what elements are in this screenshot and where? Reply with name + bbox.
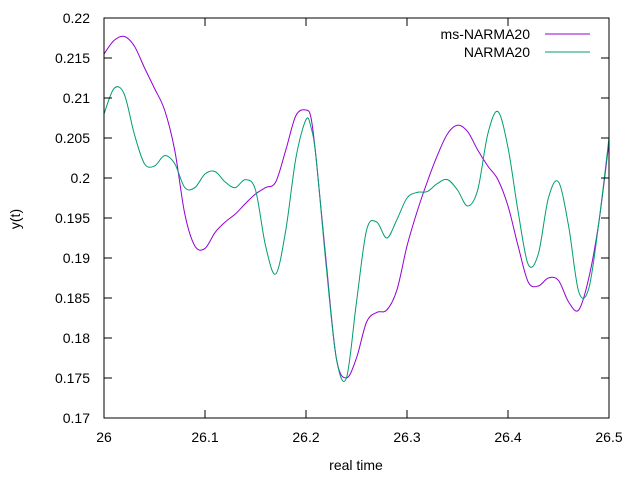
legend: ms-NARMA20 NARMA20	[441, 26, 590, 60]
x-tick-label: 26.4	[494, 429, 521, 445]
y-tick-label: 0.22	[63, 10, 90, 26]
y-tick-label: 0.175	[55, 370, 90, 386]
ticks-layer	[103, 17, 610, 419]
x-axis-label: real time	[329, 457, 383, 473]
x-tick-label: 26.5	[595, 429, 622, 445]
x-tick-labels: 26 26.1 26.2 26.3 26.4 26.5	[96, 429, 623, 445]
series-line-ms-narma20	[103, 35, 610, 379]
y-tick-label: 0.21	[63, 90, 90, 106]
y-tick-label: 0.185	[55, 290, 90, 306]
series-layer	[103, 35, 610, 382]
legend-label: ms-NARMA20	[441, 26, 531, 42]
x-tick-label: 26.2	[292, 429, 319, 445]
y-tick-label: 0.215	[55, 50, 90, 66]
y-tick-labels: 0.17 0.175 0.18 0.185 0.19 0.195 0.2 0.205 0.21 0…	[55, 10, 90, 426]
y-tick-label: 0.18	[63, 330, 90, 346]
legend-label: NARMA20	[464, 44, 530, 60]
y-tick-label: 0.17	[63, 410, 90, 426]
y-axis-label: y(t)	[7, 209, 23, 229]
x-tick-label: 26.1	[191, 429, 218, 445]
series-line-narma20	[103, 86, 610, 382]
x-tick-label: 26.3	[393, 429, 420, 445]
y-tick-label: 0.2	[71, 170, 91, 186]
y-tick-label: 0.19	[63, 250, 90, 266]
y-tick-label: 0.205	[55, 130, 90, 146]
y-tick-label: 0.195	[55, 210, 90, 226]
x-tick-label: 26	[96, 429, 112, 445]
